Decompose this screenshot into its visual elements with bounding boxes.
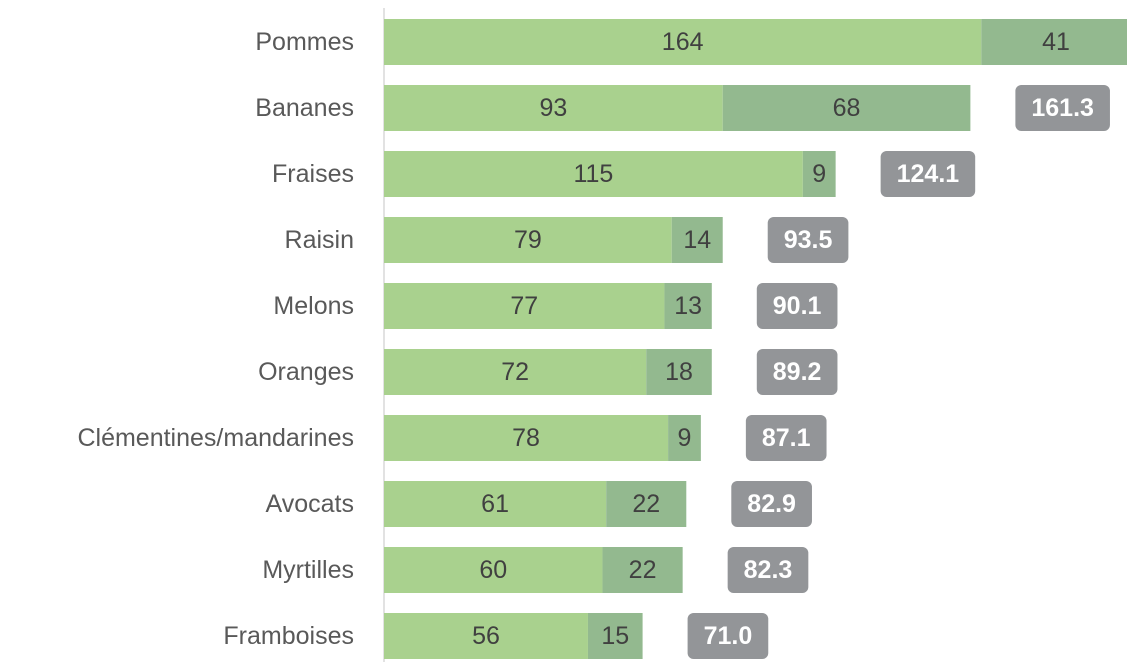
value-label: 93 xyxy=(539,94,567,122)
total-label: 93.5 xyxy=(784,226,833,254)
total-badge xyxy=(1015,85,1110,131)
bar-segment xyxy=(668,415,701,461)
value-label: 56 xyxy=(472,622,500,650)
category-label: Myrtilles xyxy=(262,556,354,584)
bar-segment xyxy=(646,349,712,395)
category-label: Bananes xyxy=(255,94,354,122)
value-label: 22 xyxy=(632,490,660,518)
bar-segment xyxy=(384,85,723,131)
bar-segment xyxy=(671,217,723,263)
value-label: 72 xyxy=(501,358,529,386)
total-badge xyxy=(731,481,812,527)
total-badge xyxy=(880,151,976,197)
bar-segment xyxy=(587,613,643,659)
category-label: Raisin xyxy=(285,226,354,254)
category-label: Pommes xyxy=(255,28,354,56)
value-label: 41 xyxy=(1042,28,1070,56)
bar-segment xyxy=(384,349,647,395)
total-label: 82.9 xyxy=(747,490,796,518)
bar-segment xyxy=(384,217,672,263)
total-label: 82.3 xyxy=(744,556,793,584)
total-label: 71.0 xyxy=(704,622,753,650)
bar-segment xyxy=(722,85,971,131)
value-label: 68 xyxy=(833,94,861,122)
bar-segment xyxy=(384,151,803,197)
bar-segment xyxy=(384,481,607,527)
total-badge xyxy=(756,283,838,329)
value-label: 15 xyxy=(601,622,629,650)
category-label: Fraises xyxy=(272,160,354,188)
bar-segment xyxy=(384,283,665,329)
value-label: 13 xyxy=(674,292,702,320)
total-label: 161.3 xyxy=(1031,94,1094,122)
total-label: 89.2 xyxy=(773,358,822,386)
value-label: 77 xyxy=(510,292,538,320)
total-badge xyxy=(687,613,769,659)
category-label: Framboises xyxy=(223,622,354,650)
value-label: 9 xyxy=(812,160,826,188)
value-label: 9 xyxy=(678,424,692,452)
category-label: Clémentines/mandarines xyxy=(77,424,354,452)
value-label: 115 xyxy=(573,160,613,188)
bar-segment xyxy=(384,19,982,65)
bar-segment xyxy=(602,547,683,593)
category-label: Avocats xyxy=(266,490,354,518)
bar-segment xyxy=(384,415,669,461)
value-label: 60 xyxy=(479,556,507,584)
value-label: 78 xyxy=(512,424,540,452)
bar-segment xyxy=(384,613,588,659)
bar-segment xyxy=(606,481,687,527)
value-label: 79 xyxy=(514,226,542,254)
bar-segment xyxy=(384,547,603,593)
value-label: 164 xyxy=(662,28,704,56)
value-label: 14 xyxy=(683,226,711,254)
total-label: 87.1 xyxy=(762,424,811,452)
total-label: 90.1 xyxy=(773,292,822,320)
bar-segment xyxy=(802,151,836,197)
total-badge xyxy=(745,415,827,461)
value-label: 18 xyxy=(665,358,693,386)
total-badge xyxy=(727,547,809,593)
bar-segment xyxy=(981,19,1127,65)
total-badge xyxy=(767,217,849,263)
bar-segment xyxy=(664,283,712,329)
value-label: 61 xyxy=(481,490,509,518)
total-badge xyxy=(756,349,838,395)
category-label: Melons xyxy=(273,292,354,320)
total-label: 124.1 xyxy=(897,160,960,188)
category-label: Oranges xyxy=(258,358,354,386)
value-label: 22 xyxy=(629,556,657,584)
